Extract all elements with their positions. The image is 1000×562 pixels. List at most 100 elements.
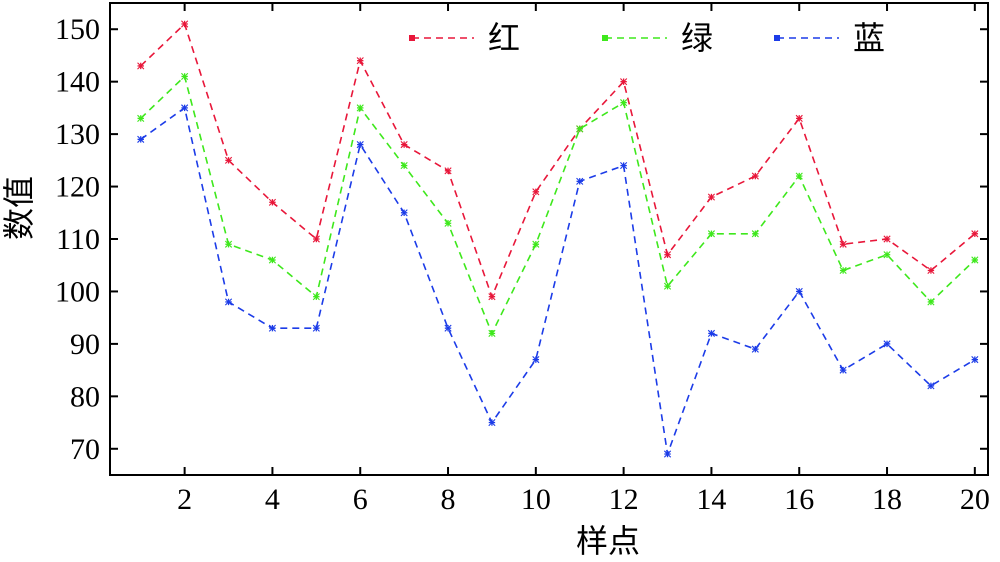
data-point <box>312 324 320 332</box>
legend-item: 红 <box>409 20 520 56</box>
data-point <box>312 235 320 243</box>
data-point <box>488 293 496 301</box>
y-tick-label: 140 <box>55 66 100 99</box>
data-point <box>795 114 803 122</box>
x-axis-title: 样点 <box>576 523 640 557</box>
x-tick-label: 16 <box>784 483 814 516</box>
y-tick-label: 70 <box>70 433 100 466</box>
data-point <box>137 135 145 143</box>
data-point <box>444 167 452 175</box>
series-lines <box>137 20 979 458</box>
legend-label: 绿 <box>681 20 713 56</box>
x-tick-label: 8 <box>441 483 456 516</box>
data-point <box>400 209 408 217</box>
y-tick-label: 120 <box>55 171 100 204</box>
data-point <box>532 356 540 364</box>
data-point <box>532 188 540 196</box>
y-tick-label: 110 <box>56 223 100 256</box>
x-tick-label: 12 <box>609 483 639 516</box>
data-point <box>576 177 584 185</box>
data-point <box>751 172 759 180</box>
data-point <box>137 114 145 122</box>
data-point <box>181 20 189 28</box>
data-point <box>268 324 277 332</box>
legend-item: 绿 <box>602 20 713 56</box>
data-point <box>927 266 935 275</box>
data-point <box>576 125 584 133</box>
data-point <box>971 356 979 364</box>
x-tick-label: 20 <box>960 483 990 516</box>
x-tick-label: 18 <box>872 483 902 516</box>
x-tick-label: 10 <box>521 483 551 516</box>
data-point <box>137 62 145 70</box>
data-point <box>268 256 277 264</box>
x-tick-label: 6 <box>353 483 368 516</box>
data-point <box>795 172 803 180</box>
data-point <box>620 161 628 170</box>
data-point <box>532 240 540 248</box>
series-3 <box>137 104 979 458</box>
legend: 红绿蓝 <box>409 20 885 56</box>
data-point <box>927 382 935 390</box>
data-point <box>444 219 452 227</box>
legend-label: 红 <box>488 20 520 56</box>
data-point <box>663 450 672 458</box>
data-point <box>268 198 277 206</box>
legend-marker <box>774 35 780 41</box>
data-point <box>883 235 891 243</box>
x-tick-label: 2 <box>177 483 192 516</box>
legend-marker <box>409 35 415 41</box>
y-tick-label: 80 <box>70 380 100 413</box>
data-point <box>839 266 847 275</box>
data-point <box>707 193 716 201</box>
data-point <box>663 251 672 259</box>
data-point <box>620 99 628 107</box>
data-point <box>400 161 408 170</box>
data-point <box>707 329 716 337</box>
series-2 <box>137 72 979 337</box>
data-point <box>356 57 364 65</box>
series-line <box>140 22 976 299</box>
data-point <box>181 104 189 112</box>
data-point <box>224 240 233 248</box>
y-tick-label: 100 <box>55 275 100 308</box>
data-point <box>181 72 189 81</box>
legend-item: 蓝 <box>774 20 885 56</box>
data-point <box>839 240 847 248</box>
y-tick-label: 130 <box>55 118 100 151</box>
data-point <box>488 418 496 427</box>
y-tick-label: 90 <box>70 328 100 361</box>
data-point <box>751 345 759 353</box>
data-point <box>224 298 233 306</box>
data-point <box>356 141 364 149</box>
plot-frame <box>109 2 989 476</box>
data-point <box>488 329 496 337</box>
y-axis-title: 数值 <box>1 176 37 240</box>
data-point <box>400 141 408 149</box>
data-point <box>883 340 891 348</box>
data-point <box>971 256 979 264</box>
x-tick-label: 4 <box>265 483 280 516</box>
series-1 <box>137 20 979 301</box>
data-point <box>663 282 672 290</box>
series-line <box>140 74 976 336</box>
x-axis: 2 4 6 8 10 12 14 16 18 20 <box>177 3 990 516</box>
data-point <box>707 230 716 238</box>
data-point <box>795 287 803 296</box>
y-tick-label: 150 <box>55 13 100 46</box>
data-point <box>356 104 364 112</box>
data-point <box>751 230 759 238</box>
data-point <box>839 366 847 374</box>
y-axis: 70 80 90 100 110 120 130 140 150 <box>55 13 988 466</box>
data-point <box>971 230 979 238</box>
legend-marker <box>602 35 608 41</box>
data-point <box>312 293 320 301</box>
series-line <box>140 106 976 455</box>
x-tick-label: 14 <box>696 483 726 516</box>
data-point <box>927 298 935 306</box>
data-point <box>620 78 628 86</box>
data-point <box>444 324 452 332</box>
data-point <box>883 251 891 259</box>
